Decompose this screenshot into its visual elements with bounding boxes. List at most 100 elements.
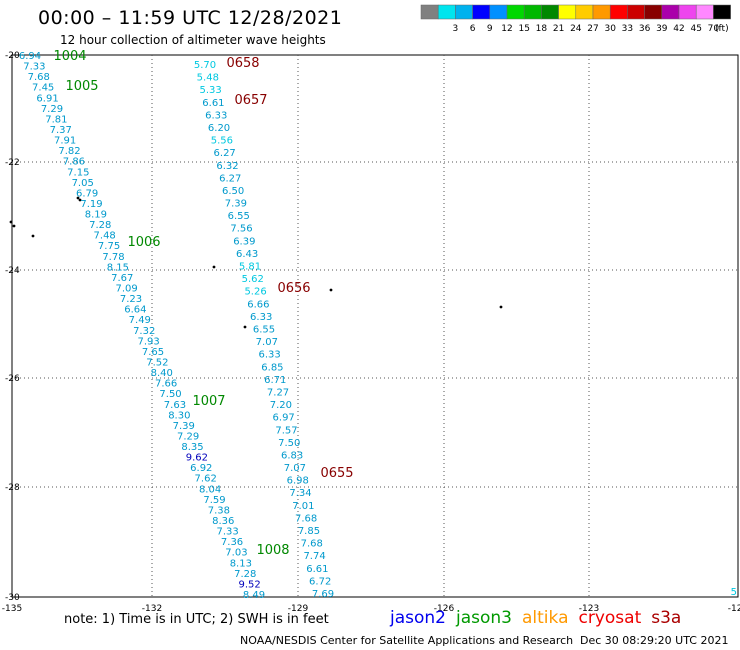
swh-value: 8.30 <box>168 410 190 421</box>
swh-value: 6.61 <box>306 564 328 575</box>
swh-value: 7.93 <box>137 336 159 347</box>
swh-value: 6.33 <box>250 312 272 323</box>
hour-label-jason3: 1008 <box>256 543 289 558</box>
swh-value: 6.83 <box>281 450 303 461</box>
hour-label-cryosat: 0655 <box>320 466 353 481</box>
footer-note: note: 1) Time is in UTC; 2) SWH is in fe… <box>64 612 329 627</box>
x-tick-label: -129 <box>288 604 309 614</box>
colorbar-swatch <box>661 4 680 20</box>
swh-value: 7.36 <box>221 537 243 548</box>
swh-value: 7.82 <box>58 146 80 157</box>
colorbar-label: 27 <box>587 24 598 34</box>
swh-value: 6.33 <box>205 110 227 121</box>
axis-ticks: -135 -132 -129 -126 -123 -124 -20 -22 -24 -26 -28 -… <box>2 51 740 614</box>
swh-value: 7.19 <box>80 199 102 210</box>
y-tick-label: -20 <box>5 51 20 61</box>
swh-value: 7.67 <box>111 273 133 284</box>
colorbar-label: 24 <box>570 24 582 34</box>
colorbar-label: 3 <box>453 24 459 34</box>
swh-value: 7.34 <box>289 488 311 499</box>
island-dot <box>31 234 35 238</box>
swh-value: 7.59 <box>203 495 225 506</box>
swh-value: 7.56 <box>230 224 252 235</box>
credit-text: NOAA/NESDIS Center for Satellite Applica… <box>240 634 574 647</box>
swh-value: 7.29 <box>177 431 199 442</box>
colorbar-swatch <box>695 4 714 20</box>
x-tick-label: -135 <box>2 604 22 614</box>
hour-label-cryosat: 0658 <box>226 56 259 71</box>
island-dot <box>9 220 13 224</box>
x-tick-label: -126 <box>434 604 455 614</box>
colorbar-label: 45 <box>690 24 701 34</box>
colorbar-swatch <box>575 4 594 20</box>
swh-value: 7.38 <box>208 505 230 516</box>
swh-value: 7.01 <box>292 501 314 512</box>
x-tick-label: -123 <box>579 604 599 614</box>
hour-label-jason3: 1007 <box>192 394 225 409</box>
chart-title: 00:00 – 11:59 UTC 12/28/2021 <box>38 7 343 29</box>
swh-value: 8.36 <box>212 516 234 527</box>
swh-value: 5.70 <box>194 60 216 71</box>
swh-value: 7.68 <box>295 513 317 524</box>
track-jason3: 6.947.337.687.456.917.297.817.377.917.82… <box>19 49 290 601</box>
swh-value: 7.66 <box>155 379 177 390</box>
swh-value: 6.71 <box>264 375 286 386</box>
swh-value: 7.74 <box>303 551 325 562</box>
colorbar-swatch <box>489 4 508 20</box>
swh-value: 7.57 <box>275 425 297 436</box>
swh-value: 7.68 <box>28 72 50 83</box>
map-border <box>11 54 739 598</box>
colorbar-swatch <box>437 4 456 20</box>
swh-value: 9.62 <box>186 453 208 464</box>
y-tick-label: -28 <box>5 483 20 493</box>
swh-value: 8.13 <box>230 558 252 569</box>
swh-value: 6.43 <box>236 249 258 260</box>
swh-value: 7.85 <box>298 526 320 537</box>
colorbar-swatch <box>472 4 491 20</box>
swh-value: 6.94 <box>19 51 41 62</box>
swh-value: 6.72 <box>309 576 331 587</box>
swh-value: 5.26 <box>244 287 266 298</box>
swh-value: 7.28 <box>234 569 256 580</box>
island-dot <box>243 325 247 329</box>
swh-value: 7.69 <box>312 589 334 600</box>
swh-value: 7.50 <box>159 389 181 400</box>
swh-value: 6.39 <box>233 236 255 247</box>
swh-value: 7.68 <box>301 539 323 550</box>
swh-value: 7.65 <box>142 347 164 358</box>
swh-value: 7.27 <box>267 387 289 398</box>
x-tick-label: -124 <box>728 604 740 614</box>
colorbar-label: 9 <box>487 24 493 34</box>
colorbar-swatch <box>541 4 559 20</box>
swh-value: 7.33 <box>23 62 45 73</box>
x-tick-label: -132 <box>142 604 162 614</box>
swh-value: 7.05 <box>72 178 94 189</box>
colorbar-label: 33 <box>622 24 633 34</box>
colorbar-swatch <box>523 4 542 20</box>
island-dot <box>212 265 216 269</box>
swh-value: 7.32 <box>133 326 155 337</box>
map-grid <box>12 55 738 597</box>
swh-value: 7.45 <box>32 83 54 94</box>
hour-label-jason3: 1004 <box>53 49 86 64</box>
swh-value: 6.50 <box>222 186 244 197</box>
colorbar-unit: (ft) <box>715 24 729 34</box>
hour-label-cryosat: 0657 <box>234 93 267 108</box>
swh-value: 8.15 <box>107 262 129 273</box>
swh-value: 8.19 <box>85 210 107 221</box>
swh-value: 5.62 <box>242 274 264 285</box>
colorbar-label: 18 <box>536 24 548 34</box>
swh-value: 6.97 <box>273 413 295 424</box>
map-frame <box>11 54 739 598</box>
mission-altika: altika <box>522 608 569 628</box>
y-tick-label: -26 <box>5 374 20 384</box>
swh-value-edge: 5 <box>731 587 737 598</box>
colorbar-swatch <box>644 4 663 20</box>
colorbar-swatch <box>609 4 628 20</box>
y-tick-label: -22 <box>5 158 20 168</box>
timestamp-text: Dec 30 08:29:20 UTC 2021 <box>580 634 729 647</box>
swh-value: 7.29 <box>41 104 63 115</box>
hour-label-jason3: 1006 <box>127 235 160 250</box>
swh-value: 7.49 <box>129 315 151 326</box>
